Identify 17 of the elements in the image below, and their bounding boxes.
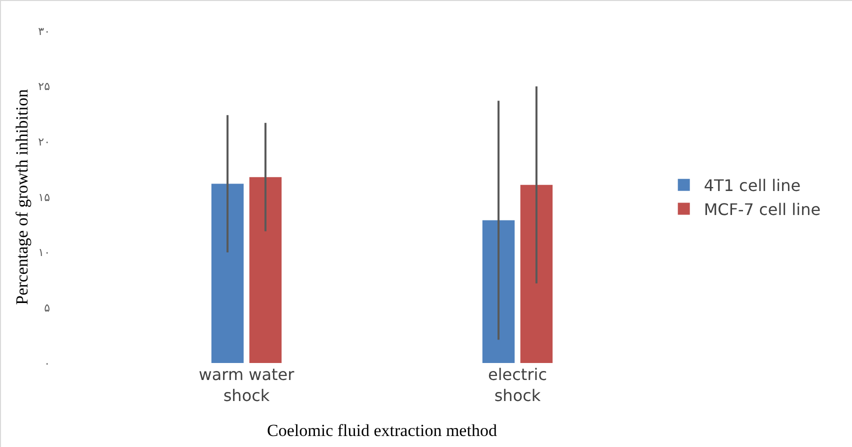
y-tick-label: ۱۵ bbox=[38, 190, 50, 204]
x-tick-label: electric shock bbox=[488, 365, 548, 405]
legend-label: MCF-7 cell line bbox=[704, 200, 821, 219]
y-tick-label: ۵ bbox=[44, 302, 50, 315]
x-axis-title: Coelomic fluid extraction method bbox=[267, 421, 498, 440]
y-axis-title: Percentage of growth inhibition bbox=[12, 88, 32, 305]
x-tick-label: warm water shock bbox=[198, 365, 295, 405]
y-tick-label: ۰ bbox=[44, 356, 50, 370]
y-tick-label: ۲۵ bbox=[38, 80, 50, 94]
y-tick-label: ۲۰ bbox=[38, 136, 50, 149]
y-tick-label: ۳۰ bbox=[38, 24, 50, 38]
bar bbox=[482, 220, 515, 363]
y-tick-label: ۱۰ bbox=[38, 246, 50, 260]
legend-label: 4T1 cell line bbox=[704, 176, 801, 196]
bar bbox=[211, 184, 244, 363]
bar bbox=[520, 184, 553, 363]
bar bbox=[249, 177, 282, 363]
